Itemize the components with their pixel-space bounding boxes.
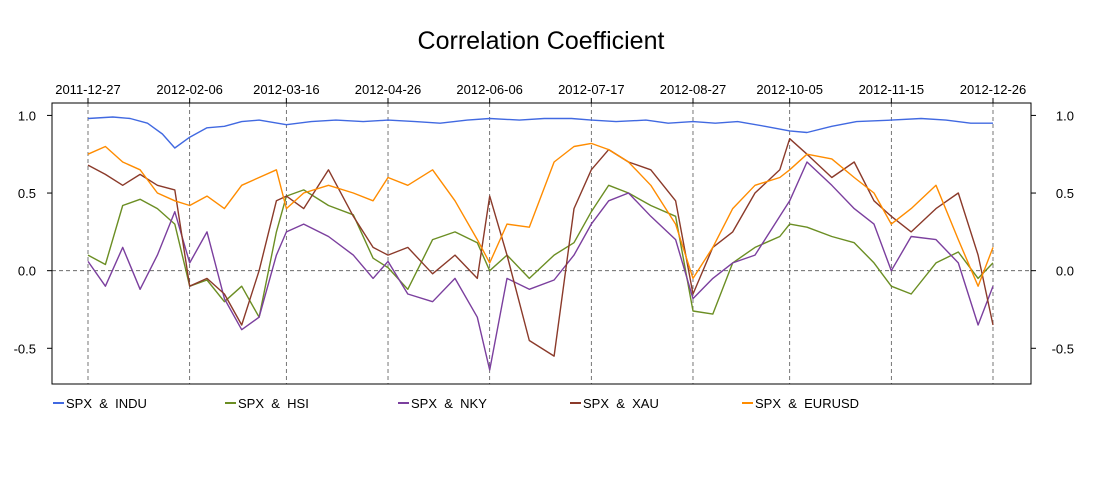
- series-line-2: [87, 184, 994, 318]
- x-tick-label: 2012-03-16: [253, 82, 320, 97]
- legend-label: SPX & XAU: [583, 396, 659, 411]
- x-tick-label: 2011-12-27: [55, 82, 121, 97]
- plot-frame: [51, 102, 1032, 385]
- x-tick-label: 2012-12-26: [960, 82, 1027, 97]
- y-tick-label-right: 1.0: [1056, 108, 1074, 123]
- x-tick-label: 2012-04-26: [355, 82, 422, 97]
- y-tick-label-right: 0.5: [1056, 186, 1074, 201]
- grid: [52, 103, 1031, 384]
- series-line-3: [87, 161, 994, 371]
- legend: SPX & INDU SPX & HSI SPX & NKY SPX & XAU SPX…: [53, 396, 859, 411]
- y-tick-label-left: 0.0: [18, 264, 36, 279]
- y-tick-label-left: -0.5: [14, 341, 36, 356]
- y-tick-label-left: 1.0: [18, 108, 36, 123]
- x-tick-label: 2012-08-27: [660, 82, 727, 97]
- y-tick-label-left: 0.5: [18, 186, 36, 201]
- legend-label: SPX & EURUSD: [755, 396, 859, 411]
- x-tick-label: 2012-07-17: [558, 82, 625, 97]
- y-tick-label-right: 0.0: [1056, 264, 1074, 279]
- x-tick-label: 2012-02-06: [156, 82, 223, 97]
- series-line-1: [87, 116, 993, 149]
- axes: 2011-12-27 2012-02-06 2012-03-16 2012-04-26…: [14, 82, 1074, 356]
- legend-label: SPX & INDU: [66, 396, 147, 411]
- y-tick-label-right: -0.5: [1052, 341, 1074, 356]
- legend-label: SPX & NKY: [411, 396, 487, 411]
- x-tick-label: 2012-11-15: [859, 82, 925, 97]
- x-tick-label: 2012-06-06: [456, 82, 523, 97]
- chart-title: Correlation Coefficient: [418, 27, 665, 55]
- legend-label: SPX & HSI: [238, 396, 309, 411]
- series-group: [87, 116, 994, 371]
- series-line-4: [87, 137, 994, 357]
- x-tick-label: 2012-10-05: [756, 82, 823, 97]
- series-line-5: [87, 142, 994, 287]
